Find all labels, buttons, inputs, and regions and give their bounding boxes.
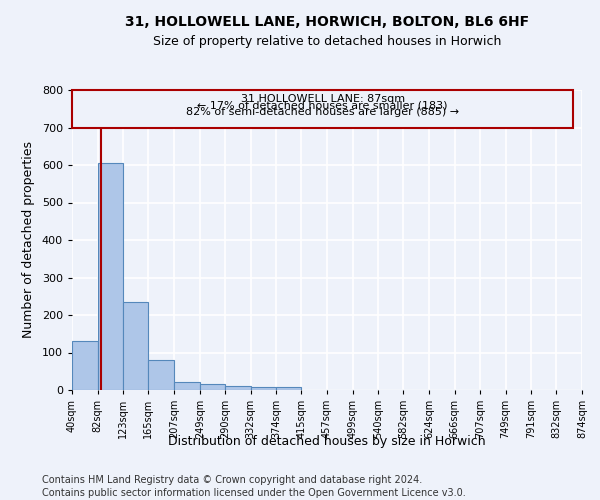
Text: 31 HOLLOWELL LANE: 87sqm: 31 HOLLOWELL LANE: 87sqm xyxy=(241,94,405,104)
Text: Size of property relative to detached houses in Horwich: Size of property relative to detached ho… xyxy=(153,35,501,48)
Bar xyxy=(276,387,301,390)
Bar xyxy=(72,90,574,128)
Bar xyxy=(225,386,251,390)
Bar xyxy=(72,341,98,390)
Text: 82% of semi-detached houses are larger (885) →: 82% of semi-detached houses are larger (… xyxy=(186,108,459,117)
Text: Contains public sector information licensed under the Open Government Licence v3: Contains public sector information licen… xyxy=(42,488,466,498)
Bar xyxy=(123,302,148,390)
Y-axis label: Number of detached properties: Number of detached properties xyxy=(22,142,35,338)
Text: 31, HOLLOWELL LANE, HORWICH, BOLTON, BL6 6HF: 31, HOLLOWELL LANE, HORWICH, BOLTON, BL6… xyxy=(125,15,529,29)
Text: Contains HM Land Registry data © Crown copyright and database right 2024.: Contains HM Land Registry data © Crown c… xyxy=(42,475,422,485)
Bar xyxy=(251,387,276,390)
Bar xyxy=(174,382,200,390)
Bar xyxy=(148,360,174,390)
Text: ← 17% of detached houses are smaller (183): ← 17% of detached houses are smaller (18… xyxy=(197,100,448,110)
Bar xyxy=(98,163,123,390)
Text: Distribution of detached houses by size in Horwich: Distribution of detached houses by size … xyxy=(168,435,486,448)
Bar xyxy=(200,384,225,390)
